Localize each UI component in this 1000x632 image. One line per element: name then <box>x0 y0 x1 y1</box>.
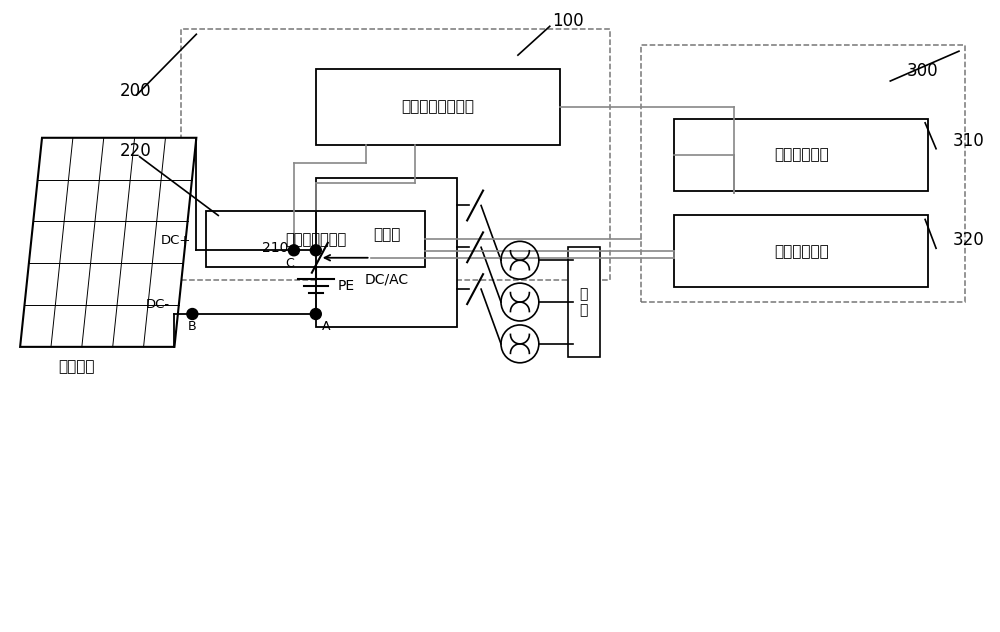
Bar <box>674 119 928 191</box>
Text: 逆变器: 逆变器 <box>373 227 400 242</box>
Bar <box>641 46 965 302</box>
Text: C: C <box>286 257 294 270</box>
Text: 220: 220 <box>120 142 151 160</box>
Circle shape <box>288 245 299 256</box>
Text: 310: 310 <box>953 132 985 150</box>
Text: 200: 200 <box>120 82 151 100</box>
Circle shape <box>310 308 321 320</box>
Bar <box>674 216 928 287</box>
Text: DC/AC: DC/AC <box>364 272 409 286</box>
Bar <box>316 178 457 327</box>
Bar <box>316 69 560 145</box>
Text: 光伏阵列: 光伏阵列 <box>59 359 95 374</box>
Text: 绝缘电阻检测单元: 绝缘电阻检测单元 <box>401 99 474 114</box>
Bar <box>206 212 425 267</box>
Text: 第二控制单元: 第二控制单元 <box>774 244 829 258</box>
Circle shape <box>310 245 321 256</box>
Text: DC-: DC- <box>145 298 169 310</box>
Bar <box>181 29 610 280</box>
Text: 300: 300 <box>906 62 938 80</box>
Bar <box>568 247 600 357</box>
Text: 漏电流检测装置: 漏电流检测装置 <box>285 232 346 247</box>
Text: 100: 100 <box>552 12 583 30</box>
Circle shape <box>187 308 198 320</box>
Text: DC+: DC+ <box>161 234 191 247</box>
Text: 第一控制单元: 第一控制单元 <box>774 147 829 162</box>
Text: PE: PE <box>338 279 355 293</box>
Polygon shape <box>20 138 196 347</box>
Text: 320: 320 <box>953 231 985 250</box>
Text: B: B <box>188 320 197 334</box>
Text: A: A <box>322 320 330 334</box>
Text: 210: 210 <box>262 241 288 255</box>
Text: 电
网: 电 网 <box>579 287 588 317</box>
